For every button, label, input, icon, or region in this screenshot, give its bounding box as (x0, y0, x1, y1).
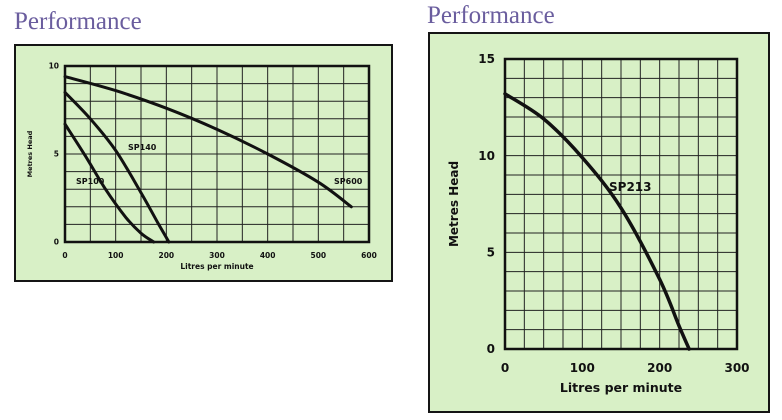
right-x-tick-label: 100 (570, 361, 595, 375)
left-x-tick-label: 100 (108, 251, 124, 260)
left-x-tick-label: 200 (159, 251, 175, 260)
left-x-tick-label: 300 (209, 251, 225, 260)
left-x-tick-label: 400 (260, 251, 276, 260)
right-y-tick-label: 15 (478, 52, 495, 66)
right-x-tick-label: 0 (501, 361, 509, 375)
right-x-axis-title: Litres per minute (560, 380, 682, 395)
right-performance-chart: 0 100 200 300 0 5 10 15 Litres per minute Metres … (428, 32, 770, 413)
right-plot-frame (503, 57, 739, 351)
left-series-line-sp140 (63, 90, 171, 244)
left-plot-frame (63, 64, 371, 244)
left-series-label-sp140: SP140 (128, 143, 157, 152)
right-x-tick-label: 300 (724, 361, 749, 375)
left-series-label-sp600: SP600 (334, 177, 363, 186)
left-chart-title: Performance (14, 8, 142, 35)
right-y-tick-label: 10 (478, 149, 495, 163)
left-performance-chart: 0 100 200 300 400 500 600 0 5 10 Litres per minute… (14, 44, 393, 282)
left-y-tick-label: 10 (49, 62, 59, 71)
right-y-axis-title: Metres Head (447, 161, 461, 247)
left-series-label-sp100: SP100 (76, 177, 105, 186)
right-x-tick-label: 200 (647, 361, 672, 375)
left-x-tick-label: 600 (361, 251, 377, 260)
left-series-line-sp600 (63, 75, 353, 209)
left-y-tick-label: 0 (54, 238, 59, 247)
right-chart-svg: 0 100 200 300 0 5 10 15 Litres per minute Metres … (447, 52, 750, 395)
left-x-tick-label: 500 (311, 251, 327, 260)
right-chart-title: Performance (427, 2, 555, 29)
left-y-axis-title: Metres Head (26, 130, 34, 177)
right-y-tick-label: 0 (487, 342, 495, 356)
right-series-line-sp213 (503, 92, 691, 351)
left-x-axis-title: Litres per minute (180, 262, 253, 271)
right-series-label-sp213: SP213 (609, 180, 652, 194)
left-y-tick-label: 5 (54, 150, 59, 159)
right-y-tick-label: 5 (487, 246, 495, 260)
left-series-line-sp100 (63, 122, 156, 244)
left-chart-svg: 0 100 200 300 400 500 600 0 5 10 Litres per minute… (26, 62, 377, 271)
left-x-tick-label: 0 (62, 251, 67, 260)
